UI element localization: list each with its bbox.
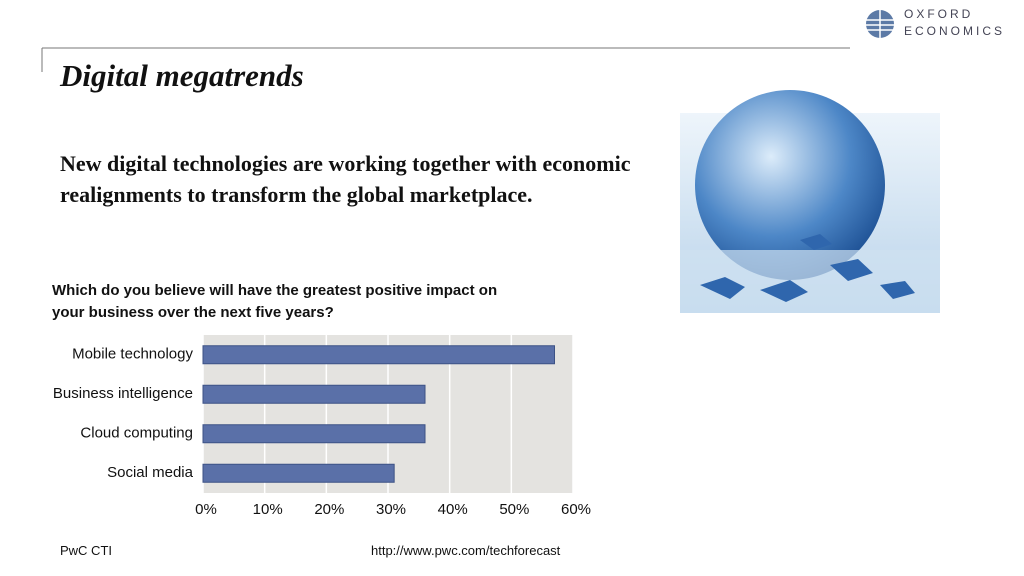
x-tick-label: 0% bbox=[195, 501, 217, 518]
slide-subtitle: New digital technologies are working tog… bbox=[60, 151, 631, 207]
y-tick-label: Social media bbox=[107, 464, 194, 481]
bar bbox=[202, 463, 395, 483]
footer-left: PwC CTI bbox=[60, 543, 112, 558]
x-tick-label: 30% bbox=[376, 501, 406, 518]
logo-text: OXFORD bbox=[904, 7, 973, 21]
logo-text: ECONOMICS bbox=[904, 24, 1005, 38]
footer-url: http://www.pwc.com/techforecast bbox=[371, 543, 561, 558]
y-tick-label: Business intelligence bbox=[53, 385, 193, 402]
y-tick-label: Cloud computing bbox=[80, 425, 193, 442]
globe-image bbox=[680, 90, 940, 313]
y-tick-label: Mobile technology bbox=[72, 346, 193, 363]
slide-title: Digital megatrends bbox=[60, 58, 304, 93]
chart-title: Which do you believe will have the great… bbox=[52, 282, 498, 321]
x-tick-label: 60% bbox=[561, 501, 591, 518]
logo: OXFORD ECONOMICS bbox=[866, 7, 1005, 38]
bar bbox=[202, 424, 426, 444]
bar bbox=[202, 384, 426, 404]
x-tick-label: 40% bbox=[438, 501, 468, 518]
bar bbox=[202, 345, 555, 365]
x-tick-label: 10% bbox=[253, 501, 283, 518]
x-tick-label: 20% bbox=[314, 501, 344, 518]
x-tick-label: 50% bbox=[499, 501, 529, 518]
